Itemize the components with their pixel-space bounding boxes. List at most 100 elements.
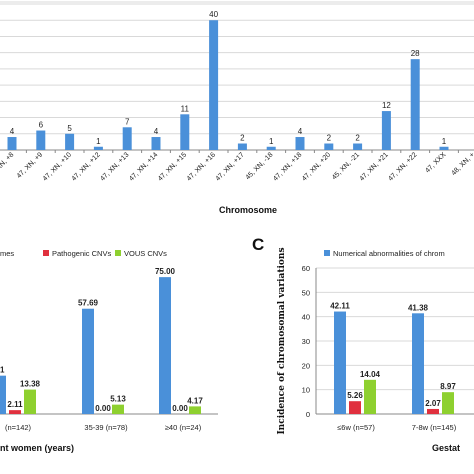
bl-bar-value-label: 57.69 xyxy=(78,299,99,308)
bl-legend-swatch xyxy=(115,250,121,256)
br-bar xyxy=(364,379,376,414)
top-bar xyxy=(295,137,305,150)
top-x-tick-label: 47, XN, +20 xyxy=(301,151,332,182)
br-legend-swatch xyxy=(324,250,330,256)
top-bar-value-label: 2 xyxy=(355,134,360,143)
bl-bar-value-label: 21 xyxy=(0,366,5,375)
top-x-tick-label: 47, XN, +13 xyxy=(99,151,130,182)
br-y-tick-label: 40 xyxy=(302,313,310,322)
top-x-axis-title: Chromosome xyxy=(219,205,277,215)
bl-bar-value-label: 4.17 xyxy=(187,396,203,405)
top-bar-value-label: 2 xyxy=(240,134,245,143)
br-x-tick-label: ≤6w (n=57) xyxy=(337,423,375,432)
br-bar xyxy=(427,408,439,414)
br-bar xyxy=(334,311,346,414)
bl-bar xyxy=(159,277,171,414)
br-y-tick-label: 10 xyxy=(302,386,310,395)
bl-legend-swatch xyxy=(43,250,49,256)
top-bar xyxy=(439,146,449,150)
bl-legend-label: Pathogenic CNVs xyxy=(52,249,111,258)
top-bar-value-label: 11 xyxy=(181,104,190,113)
top-bar-value-label: 1 xyxy=(269,137,274,146)
top-bar-value-label: 1 xyxy=(96,137,101,146)
top-bar xyxy=(381,111,391,150)
bl-bar-value-label: 2.11 xyxy=(7,400,23,409)
top-bar xyxy=(180,114,190,150)
br-y-tick-label: 50 xyxy=(302,288,310,297)
br-y-tick-label: 0 xyxy=(306,410,310,419)
br-bar-value-label: 2.07 xyxy=(425,399,441,408)
bl-legend-label: mes xyxy=(0,249,14,258)
top-bar-value-label: 4 xyxy=(10,127,15,136)
top-x-tick-label: 47, XN, +16 xyxy=(186,151,217,182)
top-x-tick-label: 47, XN, +21 xyxy=(359,151,390,182)
top-bar xyxy=(353,143,363,150)
br-x-axis-title: Gestat xyxy=(432,443,460,453)
top-bar-value-label: 5 xyxy=(67,124,72,133)
bl-bar-value-label: 75.00 xyxy=(155,267,176,276)
top-x-tick-label: 47, XN, +10 xyxy=(42,151,73,182)
panel-letter-c: C xyxy=(252,235,264,254)
top-x-tick-label: 47, XXX xyxy=(424,151,447,174)
bl-legend-label: VOUS CNVs xyxy=(124,249,167,258)
br-bar-value-label: 42.11 xyxy=(330,302,350,311)
top-bar-value-label: 28 xyxy=(411,49,420,58)
bl-x-tick-label: 35-39 (n=78) xyxy=(84,423,128,432)
top-bar-value-label: 6 xyxy=(39,121,44,130)
top-bar xyxy=(65,133,75,150)
bl-bar xyxy=(112,404,124,414)
top-bar-value-label: 40 xyxy=(209,10,218,19)
bl-bar-value-label: 13.38 xyxy=(20,380,41,389)
top-x-tick-label: 45, XN, -21 xyxy=(331,151,361,181)
bl-x-tick-label: ≥40 (n=24) xyxy=(165,423,202,432)
top-bar xyxy=(410,59,420,150)
br-x-tick-label: 7-8w (n=145) xyxy=(412,423,457,432)
bl-bar xyxy=(82,308,94,414)
top-bar xyxy=(237,143,247,150)
top-x-tick-label: 47, XN, +18 xyxy=(272,151,303,182)
top-bar xyxy=(36,130,46,150)
top-bar xyxy=(93,146,103,150)
br-y-axis-title: Incidence of chromosomal variations xyxy=(277,247,287,434)
top-bar xyxy=(324,143,334,150)
top-bar-value-label: 4 xyxy=(154,127,159,136)
top-x-tick-label: 47, XN, +12 xyxy=(71,151,102,182)
bl-bar-value-label: 0.00 xyxy=(172,404,188,413)
bl-bar xyxy=(189,406,201,414)
top-bar-value-label: 4 xyxy=(298,127,303,136)
top-x-tick-label: 47, XN, +22 xyxy=(387,151,418,182)
bl-x-axis-title: nt women (years) xyxy=(0,443,74,453)
top-bar-value-label: 7 xyxy=(125,117,130,126)
top-bar xyxy=(209,20,219,150)
br-bar-value-label: 41.38 xyxy=(408,303,429,312)
br-bar xyxy=(442,392,454,414)
top-x-tick-label: 47, XN, +9 xyxy=(16,151,45,180)
bl-bar xyxy=(24,389,36,414)
top-bar xyxy=(266,146,276,150)
top-x-tick-label: 47, XN, +8 xyxy=(0,151,15,180)
top-chart: 4 47, XN, +8 6 47, XN, +9 5 47, XN, +10 1 47, X… xyxy=(0,1,474,215)
br-bar xyxy=(349,401,361,414)
br-bar-value-label: 14.04 xyxy=(360,370,381,379)
top-bar-value-label: 2 xyxy=(327,134,332,143)
top-x-tick-label: 47, XN, +15 xyxy=(157,151,188,182)
bl-bar xyxy=(0,375,6,414)
br-y-tick-label: 20 xyxy=(302,361,310,370)
top-x-tick-label: 47, XN, +17 xyxy=(215,151,246,182)
br-legend-label: Numerical abnormalities of chrom xyxy=(333,249,445,258)
top-bar xyxy=(122,127,132,150)
bl-bar xyxy=(9,410,21,414)
top-bar xyxy=(7,137,17,150)
top-x-tick-label: 48, XN, + xyxy=(450,151,474,177)
bl-bar-value-label: 0.00 xyxy=(95,404,111,413)
br-bar xyxy=(412,313,424,414)
bl-x-tick-label: (n=142) xyxy=(5,423,32,432)
br-y-tick-label: 60 xyxy=(302,264,310,273)
bl-bar-value-label: 5.13 xyxy=(110,395,126,404)
top-x-tick-label: 45, XN, -18 xyxy=(245,151,275,181)
br-bar-value-label: 5.26 xyxy=(347,391,363,400)
br-bar-value-label: 8.97 xyxy=(440,382,456,391)
bottom-left-chart: mes Pathogenic CNVs VOUS CNVs 21 2.11 13.38 (n… xyxy=(0,249,218,453)
top-bar xyxy=(151,137,161,150)
